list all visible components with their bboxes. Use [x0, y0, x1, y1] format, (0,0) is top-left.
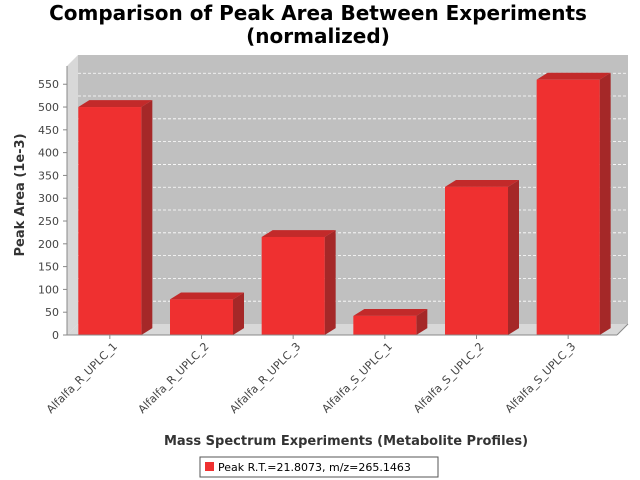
bar-side [233, 292, 244, 335]
y-tick-label: 450 [38, 124, 59, 137]
bar-top [170, 292, 244, 300]
y-tick-label: 350 [38, 169, 59, 182]
legend: Peak R.T.=21.8073, m/z=265.1463 [199, 456, 439, 478]
bar [536, 79, 600, 335]
bar-top [78, 100, 153, 108]
bar-top [445, 179, 519, 187]
y-tick-label: 200 [38, 238, 59, 251]
bar [445, 186, 508, 335]
bar [261, 236, 325, 335]
bar-top [353, 308, 428, 316]
bars [78, 72, 611, 335]
bar-side [324, 230, 336, 335]
bar-side [416, 308, 428, 335]
y-axis-label: Peak Area (1e-3) [13, 133, 28, 256]
legend-label: Peak R.T.=21.8073, m/z=265.1463 [218, 461, 411, 474]
y-tick-label: 50 [45, 306, 59, 319]
bar-side [599, 72, 611, 335]
plot-back-wall [78, 55, 628, 324]
y-tick-label: 500 [38, 101, 59, 114]
chart-title-line2: (normalized) [246, 24, 390, 48]
plot-background [67, 55, 628, 335]
x-axis-depth-line [616, 323, 629, 336]
legend-swatch [205, 462, 214, 471]
bar [78, 107, 142, 335]
y-axis: 0 50 100 150 200 250 300 350 400 450 500 550 [38, 66, 68, 342]
y-tick-label: 150 [38, 261, 59, 274]
bar-side [508, 179, 519, 335]
bar-top [261, 230, 336, 237]
plot-side-wall [67, 55, 78, 335]
y-tick-label: 0 [52, 329, 59, 342]
bar [170, 299, 233, 335]
y-tick-label: 300 [38, 192, 59, 205]
y-tick-label: 550 [38, 78, 59, 91]
y-tick-label: 400 [38, 147, 59, 160]
gridlines [78, 72, 628, 302]
bar [353, 315, 417, 335]
x-tick-label: Alfalfa_S_UPLC_2 [411, 340, 487, 416]
x-tick-label: Alfalfa_S_UPLC_1 [319, 340, 395, 416]
chart-title-line1: Comparison of Peak Area Between Experime… [49, 1, 587, 25]
bar-side [141, 100, 153, 335]
x-axis: Alfalfa_R_UPLC_1 Alfalfa_R_UPLC_2 Alfalfa_… [44, 323, 629, 416]
x-tick-label: Alfalfa_R_UPLC_3 [227, 340, 303, 416]
legend-box [199, 456, 439, 478]
x-tick-label: Alfalfa_R_UPLC_1 [44, 340, 120, 416]
y-tick-label: 250 [38, 215, 59, 228]
x-tick-label: Alfalfa_S_UPLC_3 [503, 340, 579, 416]
x-tick-label: Alfalfa_R_UPLC_2 [136, 340, 212, 416]
bar-top [536, 72, 611, 80]
x-axis-label: Mass Spectrum Experiments (Metabolite Pr… [164, 434, 528, 449]
y-tick-label: 100 [38, 283, 59, 296]
